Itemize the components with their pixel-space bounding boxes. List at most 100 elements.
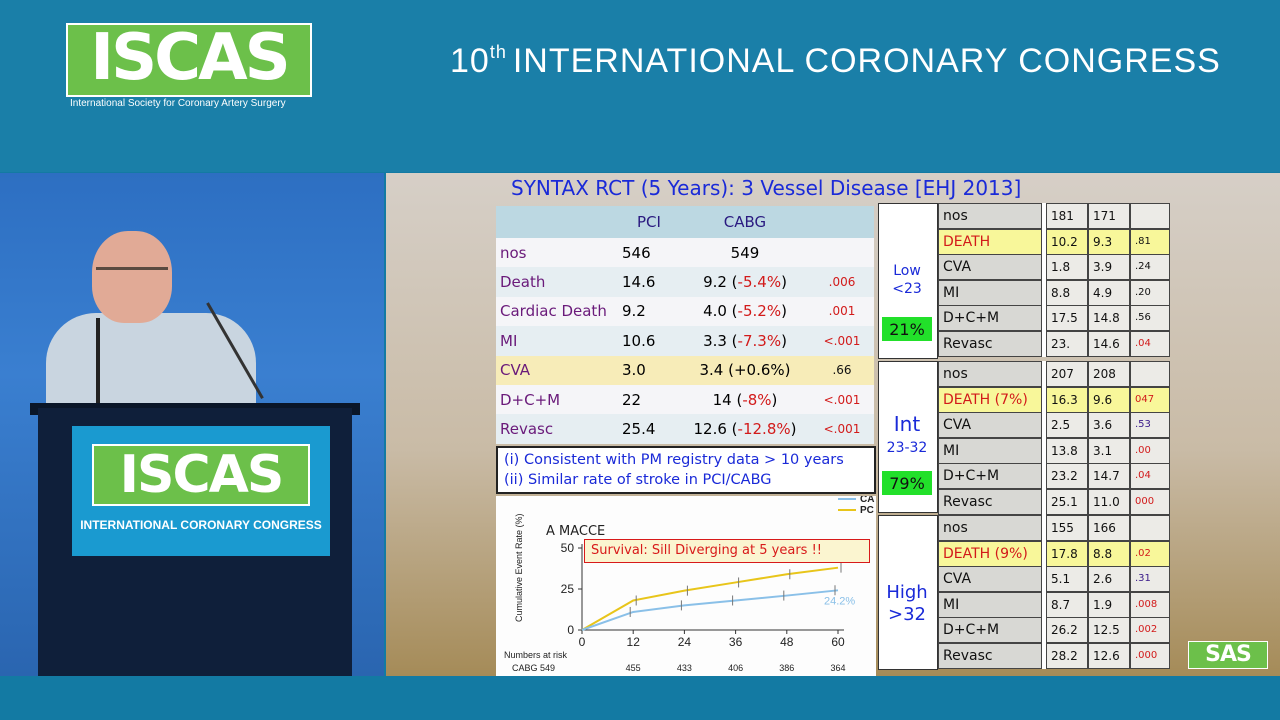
pci-value: 10.6 <box>618 326 680 356</box>
cabg-value: 12.5 <box>1088 617 1130 644</box>
p-value: .008 <box>1130 591 1170 618</box>
group-name: Int 23-32 <box>879 412 935 460</box>
slide-title: SYNTAX RCT (5 Years): 3 Vessel Disease [… <box>511 176 1022 200</box>
header-empty <box>496 206 618 238</box>
table-row: CVA 5.1 2.6.31 <box>938 566 1270 593</box>
title-sup: th <box>489 42 507 62</box>
table-row: CVA 2.5 3.6.53 <box>938 412 1270 439</box>
table-row: DEATH 10.2 9.3.81 <box>938 228 1270 255</box>
cabg-value: 3.9 <box>1088 254 1130 281</box>
pci-value: 26.2 <box>1046 617 1088 644</box>
p-value: .001 <box>810 296 874 327</box>
macce-chart: 0 25 50 0 12 24 36 48 60 Cumulative Event Rate (%… <box>496 496 876 676</box>
pci-value: 207 <box>1046 361 1088 387</box>
cabg-value: 8.8 <box>1088 540 1130 567</box>
cabg-value: 14.6 <box>1088 331 1130 357</box>
cell-gap <box>1042 386 1046 413</box>
p-value: .04 <box>1130 331 1170 357</box>
cabg-value: 14.8 <box>1088 305 1130 332</box>
header-cabg: CABG <box>680 206 810 238</box>
pci-value: 17.5 <box>1046 305 1088 332</box>
cabg-diff: -8% <box>742 390 772 409</box>
y-tick-label: 0 <box>567 623 574 637</box>
p-value: .02 <box>1130 540 1170 567</box>
p-value: .000 <box>1130 643 1170 669</box>
iscas-logo: ISCAS <box>66 23 312 97</box>
cabg-close: ) <box>781 302 787 321</box>
outcome-name: D+C+M <box>938 463 1042 490</box>
group-name-line: <23 <box>892 281 922 297</box>
table-row: Revasc 23. 14.6.04 <box>938 331 1270 357</box>
cell-gap <box>1042 279 1046 306</box>
cabg-diff: -5.2% <box>737 302 782 321</box>
header: ISCAS International Society for Coronary… <box>0 0 1280 172</box>
p-value: .24 <box>1130 254 1170 281</box>
outcome-name: CVA <box>938 254 1042 281</box>
group-name-line: Low <box>893 263 921 279</box>
group-label-box: High >32 <box>878 515 938 670</box>
table-row: Death 14.6 9.2 (-5.4%) .006 <box>496 267 874 297</box>
row-label: nos <box>496 238 618 268</box>
table-row: CVA 1.8 3.9.24 <box>938 254 1270 281</box>
x-tick-label: 48 <box>780 635 794 649</box>
main-results-table: PCI CABG nos 546 549 Death 14.6 9.2 (-5.… <box>496 206 874 446</box>
pci-value: 1.8 <box>1046 254 1088 281</box>
pci-value: 3.0 <box>618 355 680 385</box>
p-value: .81 <box>1130 228 1170 255</box>
outcome-name: DEATH (7%) <box>938 386 1042 413</box>
table-row: MI 13.8 3.1.00 <box>938 437 1270 464</box>
cabg-value: 3.3 (-7.3%) <box>680 326 810 356</box>
pci-value: 14.6 <box>618 267 680 297</box>
p-value: .56 <box>1130 305 1170 332</box>
note-line: (i) Consistent with PM registry data > 1… <box>504 452 844 468</box>
p-value: .31 <box>1130 566 1170 593</box>
cell-gap <box>1042 331 1046 357</box>
p-value <box>810 238 874 268</box>
podium-screen: ISCAS INTERNATIONAL CORONARY CONGRESS <box>72 426 330 556</box>
p-value <box>1130 203 1170 229</box>
cabg-base: 3.3 ( <box>703 331 738 350</box>
congress-title: 10th INTERNATIONAL CORONARY CONGRESS <box>450 42 1221 81</box>
table-row: Revasc 25.1 11.0 000 <box>938 489 1270 515</box>
row-label: Cardiac Death <box>496 296 618 327</box>
row-label: MI <box>496 326 618 356</box>
risk-value: 433 <box>677 663 692 673</box>
cabg-close: ) <box>790 420 797 439</box>
podium-logo: ISCAS <box>92 444 310 506</box>
survival-annotation: Survival: Sill Diverging at 5 years !! <box>584 539 870 563</box>
title-rest: INTERNATIONAL CORONARY CONGRESS <box>512 42 1221 80</box>
series-line-pc <box>581 566 839 631</box>
p-value: .006 <box>810 267 874 297</box>
cell-gap <box>1042 566 1046 593</box>
row-label: CVA <box>496 355 618 385</box>
cell-gap <box>1042 412 1046 439</box>
bottom-bar <box>0 676 1280 720</box>
table-row: MI 8.8 4.9.20 <box>938 279 1270 306</box>
cell-gap <box>1042 463 1046 490</box>
x-tick-label: 60 <box>831 635 845 649</box>
logo-caption: International Society for Coronary Arter… <box>70 98 286 109</box>
outcome-name: CVA <box>938 412 1042 439</box>
risk-group-1: Int 23-32 79% nos 207 208 DEATH (7%) 16.3 9.6 047… <box>878 361 1270 515</box>
p-value: <.001 <box>810 414 874 444</box>
table-row: DEATH (9%) 17.8 8.8.02 <box>938 540 1270 567</box>
p-value: .53 <box>1130 412 1170 439</box>
lanyard <box>96 318 100 408</box>
pci-value: 2.5 <box>1046 412 1088 439</box>
table-row: Revasc 28.2 12.6.000 <box>938 643 1270 669</box>
table-row: D+C+M 17.5 14.8.56 <box>938 305 1270 332</box>
podium-caption: INTERNATIONAL CORONARY CONGRESS <box>80 518 322 532</box>
pci-value: 546 <box>618 238 680 268</box>
pci-value: 28.2 <box>1046 643 1088 669</box>
outcome-name: Revasc <box>938 643 1042 669</box>
p-value: <.001 <box>810 384 874 415</box>
table-row: nos 546 549 <box>496 238 874 268</box>
group-name-line: High <box>886 582 928 603</box>
outcome-name: nos <box>938 361 1042 387</box>
cabg-value: 4.9 <box>1088 279 1130 306</box>
cabg-value: 166 <box>1088 515 1130 541</box>
cabg-base: 14 ( <box>712 390 743 409</box>
cell-gap <box>1042 361 1046 387</box>
y-tick-label: 50 <box>561 541 575 555</box>
outcome-name: MI <box>938 279 1042 306</box>
